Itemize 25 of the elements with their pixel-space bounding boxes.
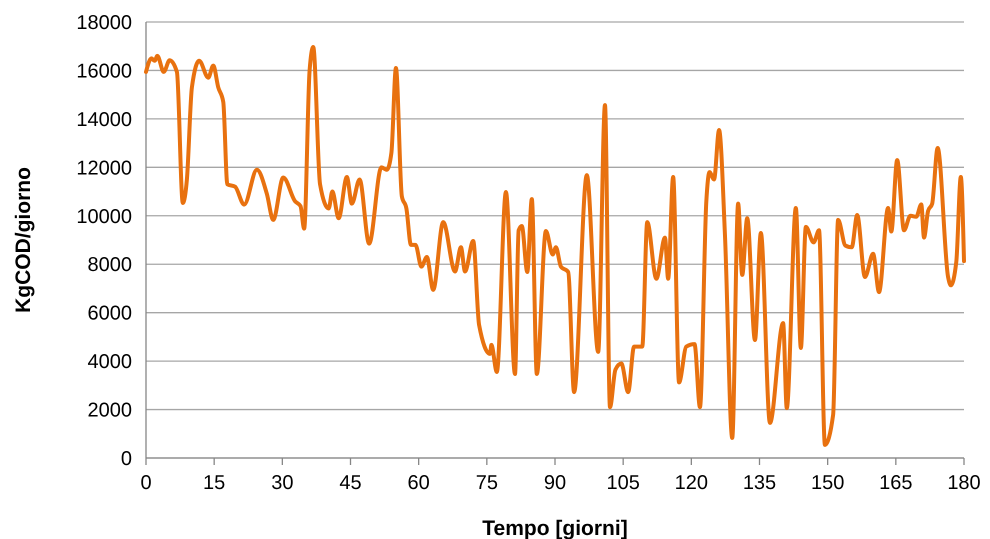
x-tick-label: 75 <box>476 472 498 494</box>
y-axis-title: KgCOD/giorno <box>12 167 35 313</box>
y-tick-label: 6000 <box>88 302 132 325</box>
y-tick-label: 18000 <box>76 12 132 34</box>
x-tick-label: 150 <box>810 472 844 494</box>
x-tick-label: 45 <box>339 472 362 494</box>
x-tick-label: 120 <box>674 472 708 494</box>
y-tick-label: 2000 <box>88 400 132 422</box>
x-tick-label: 30 <box>271 472 294 494</box>
y-tick-label: 8000 <box>88 254 132 276</box>
y-tick-label: 12000 <box>76 157 132 180</box>
y-tick-label: 14000 <box>76 108 132 131</box>
x-tick-label: 105 <box>606 472 640 494</box>
y-tick-label: 16000 <box>76 60 132 82</box>
x-tick-label: 165 <box>879 472 913 494</box>
x-tick-label: 90 <box>544 472 566 494</box>
x-tick-label: 60 <box>408 472 430 494</box>
y-tick-label: 10000 <box>76 206 132 228</box>
x-tick-label: 15 <box>203 472 226 494</box>
y-tick-label: 0 <box>120 448 132 470</box>
line-series <box>144 44 966 447</box>
x-tick-label: 0 <box>140 472 152 494</box>
y-tick-label: 4000 <box>88 351 132 374</box>
x-tick-label: 180 <box>947 472 981 494</box>
x-tick-label: 135 <box>742 472 776 494</box>
